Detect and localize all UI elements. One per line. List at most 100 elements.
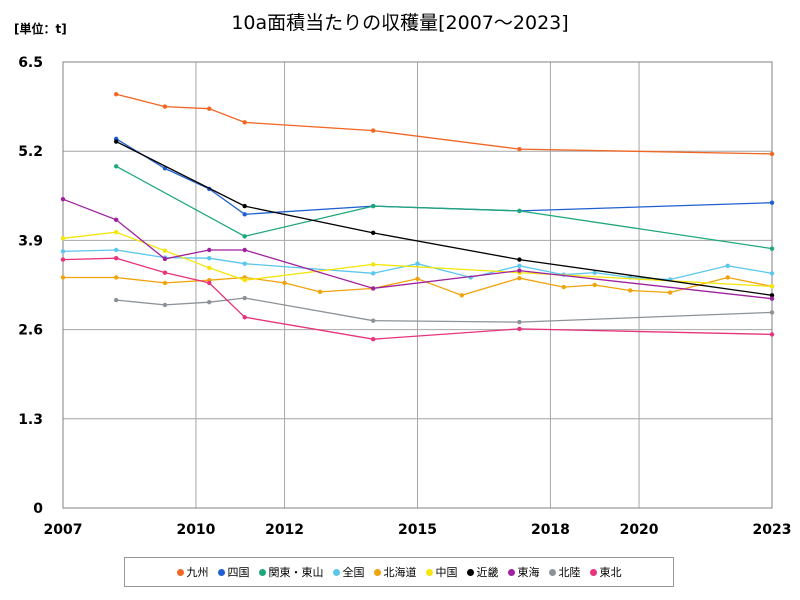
- data-point-関東・東山: [113, 164, 119, 169]
- data-point-四国: [769, 200, 775, 205]
- data-point-九州: [370, 128, 376, 133]
- data-point-全国: [769, 271, 775, 276]
- data-point-中国: [60, 236, 66, 241]
- data-point-全国: [370, 271, 376, 276]
- data-point-中国: [370, 262, 376, 267]
- data-point-北海道: [628, 288, 633, 293]
- legend-label: 四国: [227, 566, 250, 579]
- legend-item: 関東・東山: [258, 564, 324, 580]
- data-point-東海: [207, 247, 212, 253]
- data-point-東海: [242, 247, 247, 253]
- series-line-四国: [115, 138, 773, 215]
- data-point-北陸: [517, 319, 522, 325]
- legend-item: 全国: [332, 564, 365, 580]
- legend: 九州 四国 関東・東山 全国 北海道 中国 近畿 東海 北陸 東北: [124, 557, 674, 587]
- data-point-全国: [242, 261, 247, 266]
- data-point-東北: [242, 315, 247, 320]
- x-tick-label: 2015: [398, 522, 437, 538]
- legend-marker: [332, 568, 340, 576]
- data-point-中国: [113, 229, 119, 235]
- data-point-中国: [769, 284, 775, 289]
- data-point-北海道: [459, 293, 465, 298]
- legend-item: 東北: [589, 564, 622, 580]
- series-line-東海: [62, 198, 773, 300]
- legend-item: 四国: [217, 564, 250, 580]
- y-tick-label: 3.9: [18, 233, 43, 249]
- series-line-近畿: [115, 141, 773, 296]
- series-line-東北: [62, 257, 773, 340]
- data-point-北海道: [113, 275, 119, 280]
- legend-label: 関東・東山: [268, 566, 324, 579]
- data-point-北海道: [282, 280, 287, 286]
- data-point-東海: [769, 296, 775, 301]
- data-point-近畿: [370, 230, 376, 236]
- data-point-北海道: [415, 276, 420, 282]
- series-line-関東・東山: [115, 165, 773, 250]
- data-point-東海: [162, 256, 168, 262]
- legend-label: 北海道: [383, 566, 417, 579]
- legend-marker: [548, 568, 556, 576]
- data-point-中国: [207, 265, 212, 271]
- legend-item: 近畿: [466, 564, 499, 580]
- data-point-北陸: [370, 318, 376, 323]
- data-point-全国: [60, 249, 66, 254]
- legend-marker: [425, 568, 433, 576]
- data-point-北海道: [162, 280, 168, 286]
- data-point-東北: [113, 256, 119, 261]
- data-point-東北: [769, 332, 775, 337]
- data-point-北海道: [725, 275, 730, 280]
- data-point-北陸: [242, 295, 247, 301]
- legend-label: 東北: [599, 566, 622, 579]
- legend-item: 北海道: [373, 564, 417, 580]
- data-point-九州: [769, 151, 775, 157]
- data-point-北海道: [667, 290, 673, 295]
- data-point-全国: [113, 247, 119, 253]
- y-tick-label: 0: [33, 501, 43, 517]
- legend-marker: [589, 568, 597, 576]
- legend-item: 九州: [176, 564, 209, 580]
- legend-label: 東海: [517, 566, 540, 579]
- legend-marker: [373, 568, 381, 576]
- x-tick-label: 2020: [620, 522, 659, 538]
- chart-title: 10a面積当たりの収穫量[2007～2023]: [231, 12, 569, 34]
- legend-label: 九州: [186, 566, 209, 579]
- data-point-北海道: [517, 275, 522, 281]
- y-tick-label: 6.5: [18, 55, 43, 71]
- y-tick-label: 5.2: [18, 144, 43, 160]
- x-tick-label: 2018: [531, 522, 570, 538]
- data-point-四国: [242, 212, 247, 217]
- x-tick-label: 2007: [44, 522, 83, 538]
- data-point-関東・東山: [517, 208, 522, 214]
- data-point-全国: [592, 270, 597, 275]
- y-tick-label: 2.6: [18, 323, 43, 339]
- series-line-中国: [62, 231, 773, 288]
- legend-item: 北陸: [548, 564, 581, 580]
- data-point-北海道: [60, 275, 66, 280]
- data-point-関東・東山: [769, 246, 775, 251]
- legend-label: 北陸: [558, 566, 581, 579]
- data-point-北陸: [162, 302, 168, 308]
- data-point-北海道: [317, 289, 323, 295]
- series-line-北陸: [116, 297, 773, 323]
- y-tick-label: 1.3: [18, 412, 43, 428]
- data-point-関東・東山: [370, 203, 376, 209]
- data-point-東海: [113, 217, 119, 223]
- data-point-中国: [162, 248, 168, 253]
- data-point-東海: [517, 268, 522, 273]
- series-line-九州: [116, 93, 773, 155]
- legend-marker: [258, 568, 266, 576]
- legend-item: 中国: [425, 564, 458, 580]
- data-point-九州: [517, 146, 522, 152]
- data-point-全国: [415, 261, 420, 266]
- legend-marker: [217, 568, 225, 576]
- data-point-東北: [370, 337, 376, 342]
- data-point-東北: [517, 326, 522, 332]
- data-point-九州: [113, 92, 119, 97]
- x-tick-label: 2023: [753, 522, 792, 538]
- legend-marker: [466, 568, 474, 576]
- data-point-東海: [370, 286, 376, 291]
- data-point-全国: [207, 256, 212, 261]
- data-point-北陸: [769, 310, 775, 315]
- data-point-北海道: [561, 284, 566, 290]
